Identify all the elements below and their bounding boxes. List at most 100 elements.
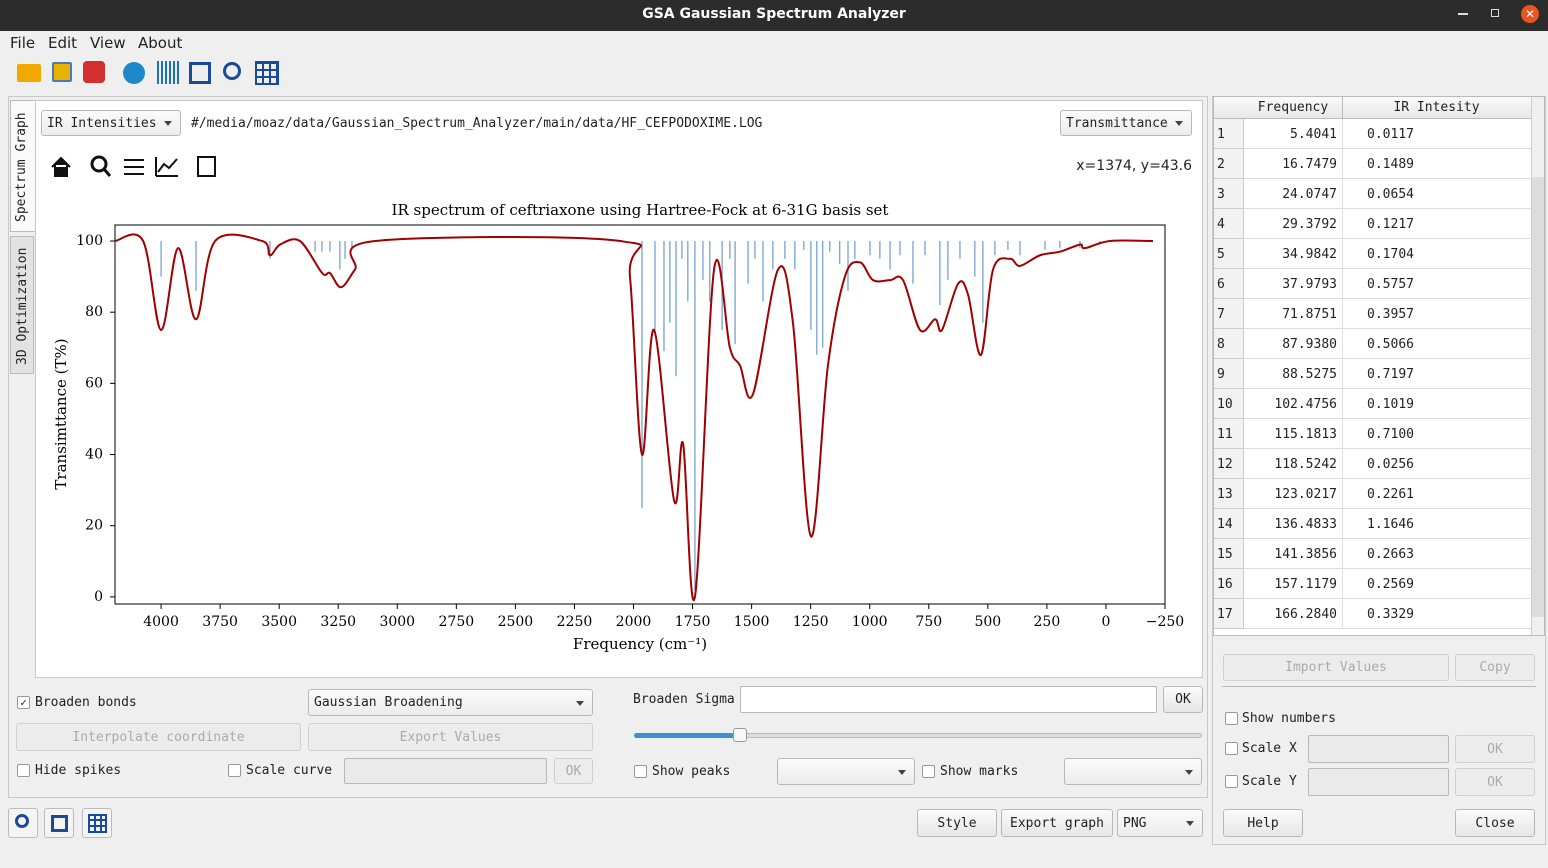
row-number: 3 [1217,187,1225,202]
exit-icon[interactable] [83,61,105,83]
spectrum-type-combo[interactable]: IR Intensities [41,110,181,136]
mode-combo[interactable]: Transmittance [1060,110,1192,136]
row-header [1214,269,1244,299]
x-tick-label: 500 [974,614,1001,630]
zoom-out-icon[interactable] [223,62,241,80]
row-number: 2 [1217,157,1225,172]
checkbox[interactable] [17,764,30,777]
open-icon[interactable] [17,64,41,82]
checkbox[interactable] [922,765,935,778]
button[interactable]: Copy [1455,654,1535,681]
zoom-icon[interactable] [90,155,108,173]
checkbox[interactable] [228,764,241,777]
button[interactable]: OK [1455,768,1535,796]
plot-toolbar [51,155,216,177]
cell: 71.8751 [1282,307,1337,322]
grid-row [1244,208,1531,209]
button[interactable]: Export Values [308,723,593,751]
checkbox-label: Scale Y [1242,774,1297,789]
grid-row [1244,478,1531,479]
grid-col [1342,599,1343,629]
grid-col [1342,479,1343,509]
menu-item[interactable]: View [90,34,126,52]
cell: 166.2840 [1274,607,1337,622]
cell: 1.1646 [1367,517,1414,532]
x-tick-label: 4000 [143,614,179,630]
grid-row [1244,568,1531,569]
checkbox-label: Show numbers [1242,711,1336,726]
fit-icon[interactable] [189,62,211,84]
edit-axes-icon[interactable] [155,157,178,177]
cell: 37.9793 [1282,277,1337,292]
minimize-button[interactable] [1458,13,1468,15]
scale-y-input[interactable] [1308,768,1449,796]
cell: 0.7100 [1367,427,1414,442]
x-tick-label: 3250 [320,614,356,630]
save-icon[interactable] [52,62,72,82]
scale-input[interactable] [344,758,547,784]
tab[interactable] [10,236,34,374]
cell: 0.2663 [1367,547,1414,562]
button[interactable]: Import Values [1223,654,1449,681]
grid-row [1244,388,1531,389]
peaks-combo[interactable] [777,758,915,785]
button[interactable]: OK [1163,686,1203,713]
row-header [1214,509,1244,539]
cell: 87.9380 [1282,337,1337,352]
marks-combo[interactable] [1064,758,1202,785]
grid-button[interactable] [82,808,112,838]
save-figure-icon[interactable] [197,156,216,177]
button[interactable]: Export graph [1001,809,1113,837]
y-tick-label: 60 [85,375,103,391]
slider-handle[interactable] [733,728,747,742]
spectrum-curve [114,233,1153,602]
home-icon[interactable] [51,156,71,177]
x-tick-label: 0 [1101,614,1110,630]
button[interactable]: OK [1455,735,1535,763]
checkbox[interactable] [634,765,647,778]
menu-item[interactable]: File [10,34,36,52]
checkbox-label: Scale curve [246,763,333,778]
checkbox[interactable] [1225,775,1238,788]
grid-icon[interactable] [255,61,279,85]
zoom-out-button[interactable] [8,808,38,838]
fit-button[interactable] [44,808,74,838]
row-header [1214,209,1244,239]
cell: 136.4833 [1274,517,1337,532]
grid-row [1244,418,1531,419]
checkbox-label: Scale X [1242,741,1297,756]
menu-item[interactable]: Edit [48,34,78,52]
button[interactable]: Close [1455,809,1535,837]
grid-col [1342,419,1343,449]
main-panel [8,96,1208,798]
close-window-button[interactable]: ✕ [1521,5,1539,23]
file-path: #/media/moaz/data/Gaussian_Spectrum_Anal… [191,116,763,131]
button[interactable]: Help [1223,809,1303,837]
x-tick-label: 1250 [793,614,829,630]
broaden-icon[interactable] [123,62,145,84]
checkbox[interactable] [1225,712,1238,725]
button[interactable]: Style [917,809,997,837]
cell: 102.4756 [1274,397,1337,412]
combo-text: Gaussian Broadening [314,695,463,710]
x-tick-label: 2250 [557,614,593,630]
checkbox-label: Show marks [940,764,1019,779]
button[interactable]: Interpolate coordinate [16,723,301,751]
format-combo[interactable]: PNG [1117,809,1203,837]
scale-x-input[interactable] [1308,735,1449,763]
checkbox[interactable]: ✓ [17,696,30,709]
configure-icon[interactable] [124,159,144,175]
maximize-button[interactable] [1491,9,1499,17]
row-header [1214,569,1244,599]
broadening-combo[interactable]: Gaussian Broadening [308,689,593,716]
menu-item[interactable]: About [138,34,183,52]
tab-active[interactable] [10,100,35,232]
button[interactable]: OK [554,758,593,784]
grid-row [1244,238,1531,239]
sigma-input[interactable] [740,686,1157,713]
combo-text: PNG [1123,815,1147,831]
checkbox[interactable] [1225,742,1238,755]
cell: 34.9842 [1282,247,1337,262]
spikes-icon[interactable] [157,61,181,84]
row-number: 5 [1217,247,1225,262]
